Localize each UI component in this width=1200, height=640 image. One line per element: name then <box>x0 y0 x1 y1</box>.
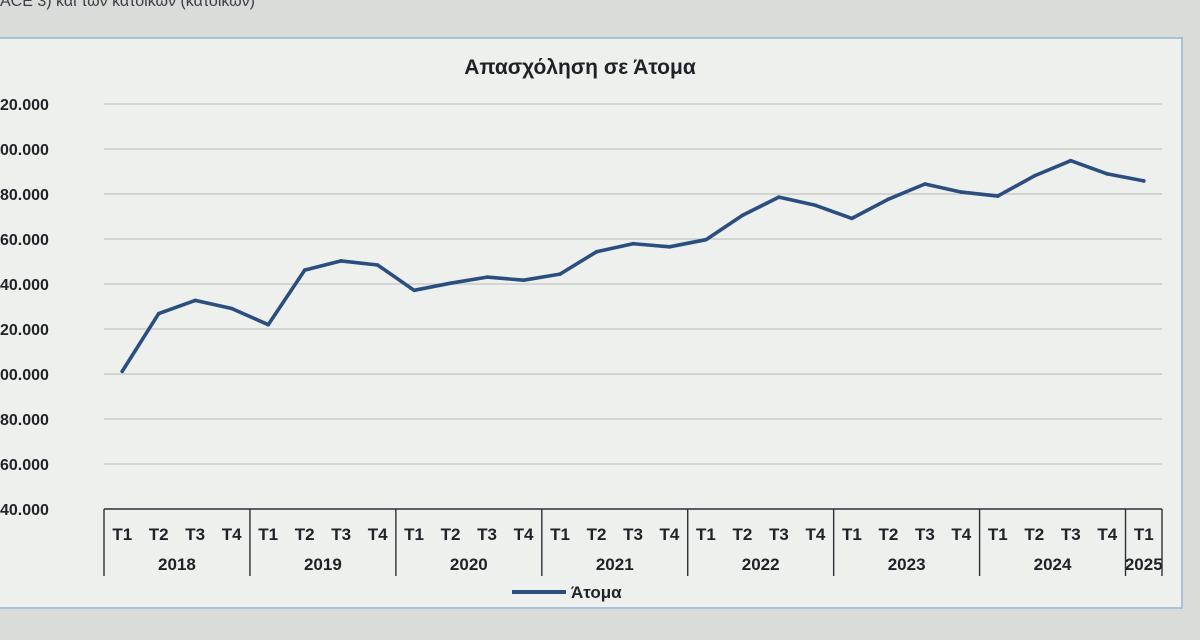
data-point <box>448 281 453 286</box>
quarter-label: T2 <box>733 525 753 544</box>
y-tick-label: 00.000 <box>0 142 49 159</box>
year-label: 2019 <box>304 555 342 574</box>
y-axis: 40.000 60.000 80.000 00.000 20.000 40.000 60.0… <box>0 97 49 519</box>
quarter-label: T4 <box>368 525 388 544</box>
y-tick-label: 80.000 <box>0 412 49 429</box>
quarter-label: T3 <box>915 525 935 544</box>
y-tick-label: 60.000 <box>0 232 49 249</box>
quarter-label: T1 <box>1134 525 1154 544</box>
y-tick-label: 40.000 <box>0 502 49 519</box>
data-point <box>558 272 562 276</box>
data-point <box>302 268 307 272</box>
y-tick-label: 60.000 <box>0 457 49 474</box>
year-label: 2020 <box>450 555 488 574</box>
quarter-label: T3 <box>1061 525 1081 544</box>
data-point <box>339 259 343 263</box>
quarter-label: T2 <box>295 525 315 544</box>
y-tick-label: 00.000 <box>0 367 49 384</box>
header-fragment: ACE 3) και των κατοίκων (κατοίκων) <box>0 0 255 10</box>
y-tick-label: 40.000 <box>0 277 49 294</box>
y-tick-label: 80.000 <box>0 187 49 204</box>
data-point <box>704 237 708 242</box>
data-point <box>1032 174 1037 178</box>
y-tick-label: 20.000 <box>0 322 49 339</box>
data-point <box>229 306 234 311</box>
quarter-label: T1 <box>696 525 716 544</box>
y-tick-label: 20.000 <box>0 97 49 114</box>
year-label: 2022 <box>742 555 780 574</box>
legend: Άτομα <box>512 583 622 602</box>
quarter-label: T3 <box>185 525 205 544</box>
quarter-label: T3 <box>769 525 789 544</box>
data-point <box>886 197 891 201</box>
data-point <box>1141 179 1146 183</box>
quarter-label: T2 <box>878 525 898 544</box>
quarter-label: T1 <box>550 525 570 544</box>
quarter-label: T2 <box>149 525 169 544</box>
quarter-label: T2 <box>1024 525 1044 544</box>
data-point <box>923 182 927 186</box>
data-point <box>193 298 198 303</box>
data-point <box>959 190 964 194</box>
quarter-label: T3 <box>623 525 643 544</box>
quarter-label: T4 <box>222 525 242 544</box>
quarter-label: T1 <box>842 525 862 544</box>
quarter-label: T4 <box>660 525 680 544</box>
data-point <box>1068 158 1073 163</box>
data-point <box>631 241 635 246</box>
data-point <box>412 288 416 293</box>
quarter-label: T4 <box>951 525 971 544</box>
data-point <box>594 250 599 254</box>
data-point <box>740 213 745 218</box>
quarter-label: T4 <box>805 525 825 544</box>
data-point <box>521 278 526 282</box>
year-label: 2025 <box>1125 555 1163 574</box>
quarter-label: T3 <box>331 525 351 544</box>
quarter-label: T4 <box>1097 525 1117 544</box>
data-point <box>485 275 489 279</box>
data-point <box>850 216 854 221</box>
quarter-label: T2 <box>441 525 461 544</box>
quarter-label: T1 <box>258 525 278 544</box>
data-point <box>777 195 781 199</box>
data-point <box>1105 172 1110 176</box>
chart-title: Απασχόληση σε Άτομα <box>464 56 696 79</box>
quarter-label: T1 <box>988 525 1008 544</box>
data-point <box>120 369 125 374</box>
data-point <box>156 311 161 316</box>
quarter-label: T4 <box>514 525 534 544</box>
series-layer <box>120 158 1146 374</box>
legend-label: Άτομα <box>571 583 622 602</box>
data-point <box>266 322 270 327</box>
year-label: 2024 <box>1034 555 1072 574</box>
year-label: 2021 <box>596 555 634 574</box>
data-point <box>996 194 1000 198</box>
quarter-label: T1 <box>404 525 424 544</box>
data-point <box>375 263 380 267</box>
quarter-label: T2 <box>587 525 607 544</box>
year-label: 2023 <box>888 555 926 574</box>
data-point <box>667 244 672 249</box>
quarter-label: T1 <box>112 525 132 544</box>
chart-area <box>0 37 1183 609</box>
x-axis: T1 T2 T3 T4 T1 T2 T3 T4 T1 T2 T3 T4 T1 T2 T3 T4 T1 T2 T3 T4… <box>103 508 1163 576</box>
year-label: 2018 <box>158 555 196 574</box>
data-point <box>813 203 818 208</box>
quarter-label: T3 <box>477 525 497 544</box>
